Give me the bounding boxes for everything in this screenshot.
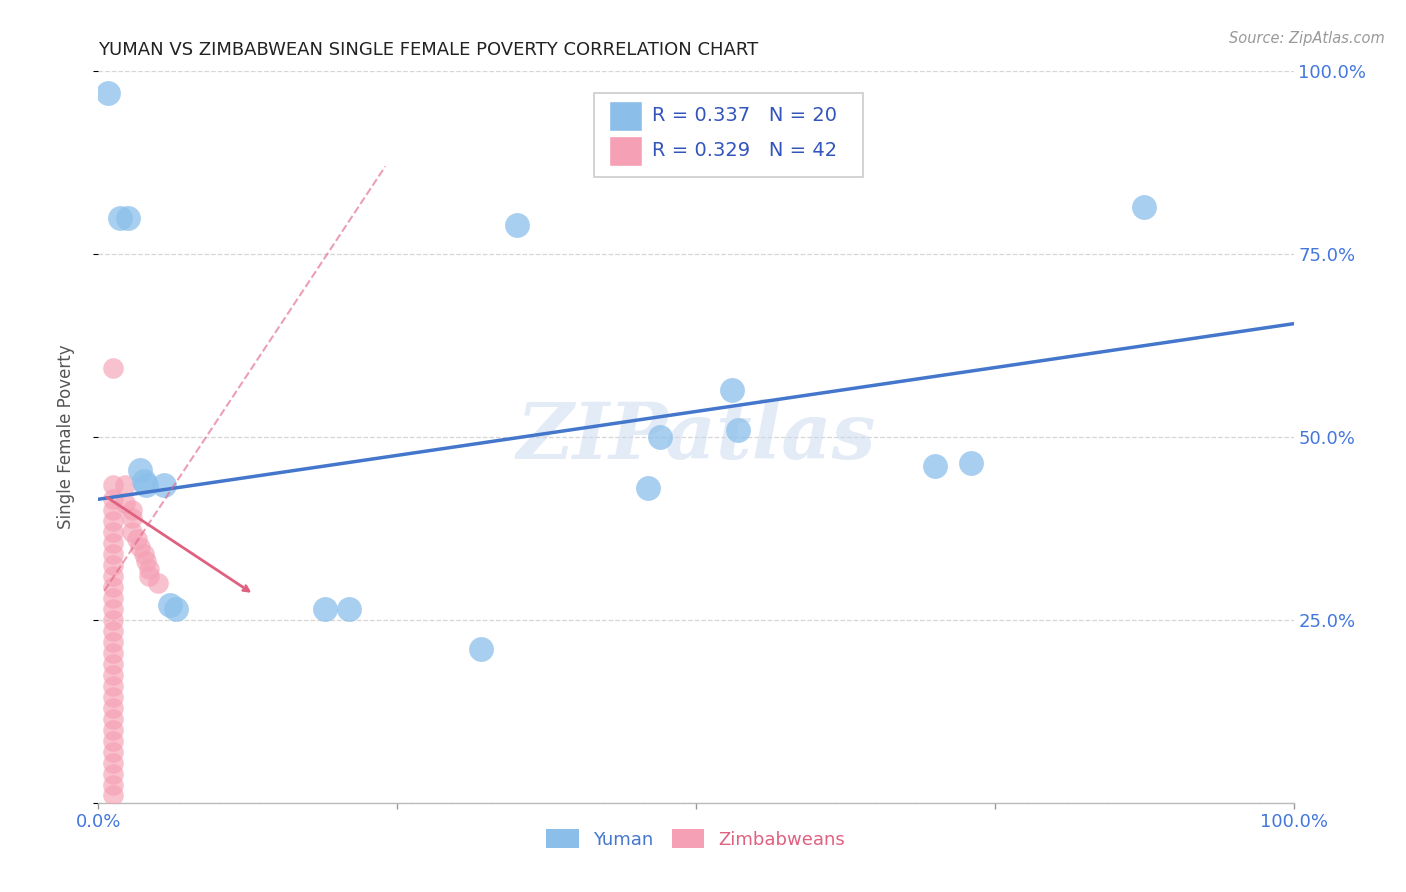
Point [315,602,337,616]
Point [101,613,124,627]
Point [101,547,124,561]
Point [101,360,124,375]
Point [506,218,529,232]
Point [129,463,152,477]
FancyBboxPatch shape [609,136,643,167]
Point [117,211,139,225]
Text: R = 0.337   N = 20: R = 0.337 N = 20 [652,106,837,125]
Point [101,635,124,649]
Point [101,690,124,704]
Point [101,679,124,693]
Point [101,745,124,759]
Point [108,211,131,225]
Point [101,602,124,616]
Point [114,477,136,491]
Point [101,580,124,594]
Point [138,569,160,583]
Point [101,591,124,605]
Point [721,383,744,397]
Point [648,430,672,444]
Point [129,540,152,554]
Point [101,492,124,507]
Point [121,525,143,540]
Point [637,481,659,495]
Text: R = 0.329   N = 42: R = 0.329 N = 42 [652,141,837,160]
FancyBboxPatch shape [609,101,643,131]
Point [101,514,124,528]
Text: ZIPatlas: ZIPatlas [516,399,876,475]
Text: Source: ZipAtlas.com: Source: ZipAtlas.com [1229,31,1385,46]
Point [1133,200,1156,214]
Point [339,602,361,616]
Point [101,503,124,517]
Point [101,723,124,737]
Point [101,657,124,671]
Point [101,778,124,792]
Point [101,766,124,780]
Point [135,477,157,491]
Point [101,536,124,550]
Point [132,547,155,561]
Point [101,756,124,770]
Point [114,496,136,510]
Point [132,474,155,488]
Y-axis label: Single Female Poverty: Single Female Poverty [56,345,75,529]
Point [101,477,124,491]
Point [101,569,124,583]
Point [125,533,148,547]
Point [727,423,749,437]
Point [101,700,124,714]
Point [101,525,124,540]
Legend: Yuman, Zimbabweans: Yuman, Zimbabweans [540,822,852,856]
Point [101,624,124,638]
Point [101,558,124,573]
Point [101,712,124,726]
Point [121,503,143,517]
Point [101,789,124,803]
Point [924,459,946,474]
Point [135,554,157,568]
Point [960,456,983,470]
Text: YUMAN VS ZIMBABWEAN SINGLE FEMALE POVERTY CORRELATION CHART: YUMAN VS ZIMBABWEAN SINGLE FEMALE POVERT… [98,41,759,59]
FancyBboxPatch shape [595,94,863,178]
Point [138,562,160,576]
Point [159,599,181,613]
Point [101,646,124,660]
Point [97,87,120,101]
Point [148,576,170,591]
Point [165,602,187,616]
Point [470,642,492,657]
Point [101,667,124,681]
Point [121,510,143,524]
Point [101,733,124,747]
Point [153,477,176,491]
